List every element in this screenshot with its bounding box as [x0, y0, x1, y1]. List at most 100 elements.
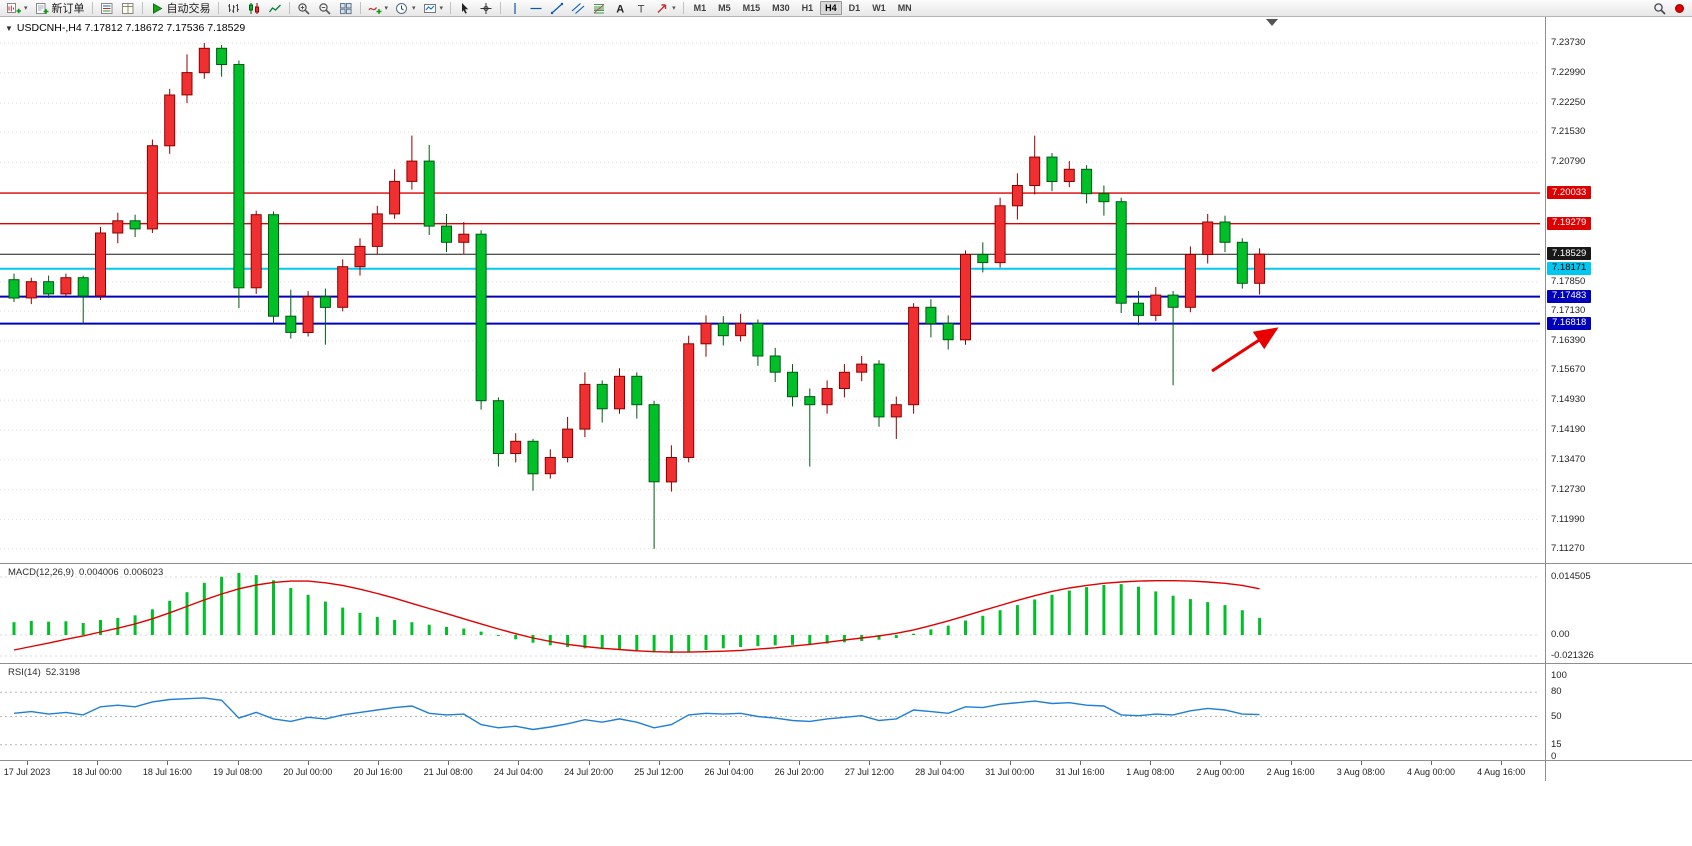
autotrading-play-icon	[152, 2, 163, 14]
one-click-trading-collapse-icon[interactable]: ▼	[5, 23, 13, 33]
rsi-label: RSI(14) 52.3198	[8, 667, 85, 678]
text-icon: A	[616, 3, 624, 15]
zoom-in-button[interactable]	[294, 1, 314, 16]
indicators-button[interactable]: ▾	[365, 1, 392, 16]
timeframe-button-m1[interactable]: M1	[693, 3, 707, 13]
panel-separator[interactable]	[0, 563, 1692, 564]
price-level-badge: 7.18171	[1547, 261, 1592, 275]
timeframe-button-h4[interactable]: H4	[820, 1, 842, 15]
time-tick	[1080, 761, 1081, 765]
new-chart-button[interactable]: ▾	[4, 1, 31, 16]
new-chart-icon	[7, 2, 21, 13]
panel-separator[interactable]	[0, 663, 1692, 664]
fibonacci-button[interactable]	[589, 1, 609, 16]
horizontal-line-button[interactable]	[526, 1, 546, 16]
trendline-button[interactable]	[547, 1, 567, 16]
search-button[interactable]	[1650, 1, 1670, 16]
main-price-chart[interactable]	[0, 17, 1545, 563]
market-watch-icon	[100, 2, 113, 14]
timeframe-button-h1[interactable]: H1	[801, 3, 814, 13]
indicators-icon	[367, 6, 382, 14]
separator	[682, 2, 684, 14]
line-chart-button[interactable]	[265, 1, 285, 16]
price-level-badge: 7.17483	[1547, 289, 1592, 303]
market-watch-button[interactable]	[97, 1, 117, 16]
svg-text:T: T	[638, 3, 645, 15]
data-window-icon	[121, 2, 134, 14]
time-tick	[658, 761, 660, 765]
timeframe-button-w1[interactable]: W1	[872, 3, 886, 13]
time-tick	[167, 761, 169, 765]
time-label: 18 Jul 16:00	[142, 767, 192, 777]
time-label: 26 Jul 04:00	[704, 767, 754, 777]
time-tick	[1501, 761, 1503, 765]
price-level-badge: 7.19279	[1547, 216, 1592, 230]
text-button[interactable]: A	[610, 1, 630, 16]
chevron-down-icon: ▾	[384, 4, 389, 12]
vertical-line-icon	[514, 2, 516, 14]
price-axis-label: 7.23730	[1551, 37, 1586, 48]
crosshair-icon	[480, 2, 492, 14]
zoom-out-button[interactable]	[315, 1, 335, 16]
new-order-icon	[35, 2, 49, 14]
vertical-line-button[interactable]	[505, 1, 525, 16]
chevron-down-icon: ▾	[412, 4, 416, 12]
separator	[500, 2, 502, 14]
macd-indicator-chart[interactable]	[0, 564, 1545, 663]
templates-button[interactable]: ▾	[420, 1, 447, 16]
time-label: 3 Aug 08:00	[1336, 767, 1385, 777]
time-axis-border	[0, 760, 1692, 761]
label-button[interactable]: T	[631, 1, 651, 16]
chart-shift-marker[interactable]	[1266, 19, 1278, 26]
timeframe-button-mn[interactable]: MN	[897, 3, 912, 13]
bar-chart-icon	[227, 3, 239, 13]
arrow-tool-icon	[657, 3, 667, 13]
macd-axis-label: 0.00	[1551, 629, 1570, 640]
time-tick	[588, 761, 590, 765]
timeframe-button-m5[interactable]: M5	[718, 3, 731, 13]
time-tick	[27, 761, 28, 765]
time-label: 2 Aug 00:00	[1196, 767, 1245, 777]
new-order-button[interactable]: 新订单	[32, 1, 88, 16]
annotation-arrow	[1211, 327, 1279, 373]
rsi-axis-label: 15	[1551, 738, 1562, 750]
time-label: 4 Aug 16:00	[1477, 767, 1526, 777]
tile-windows-button[interactable]	[336, 1, 356, 16]
rsi-axis-label: 80	[1551, 686, 1562, 698]
search-icon	[1654, 2, 1666, 15]
price-axis-label: 7.20790	[1551, 156, 1586, 168]
timeframe-button-m30[interactable]: M30	[772, 3, 790, 13]
arrows-button[interactable]: ▾	[652, 1, 679, 16]
price-level-badge: 7.18529	[1547, 247, 1592, 261]
price-axis-label: 7.21530	[1551, 126, 1586, 138]
notification-badge[interactable]	[1675, 3, 1684, 13]
time-label: 28 Jul 04:00	[915, 767, 965, 777]
rsi-indicator-chart[interactable]	[0, 664, 1545, 760]
candlestick-chart-button[interactable]	[244, 1, 264, 16]
macd-axis-label: 0.014505	[1551, 571, 1591, 582]
channel-icon	[571, 2, 585, 14]
macd-signal-value: 0.006023	[123, 567, 164, 578]
timeframe-group: M1 M5 M15 M30 H1 H4 D1 W1 MN	[688, 1, 918, 15]
autotrading-button[interactable]: 自动交易	[147, 1, 214, 16]
channel-button[interactable]	[568, 1, 588, 16]
cursor-button[interactable]	[455, 1, 475, 16]
bar-chart-button[interactable]	[223, 1, 243, 16]
time-tick	[307, 761, 309, 765]
price-axis-label: 7.22250	[1551, 97, 1586, 109]
periods-button[interactable]: ▾	[392, 1, 419, 16]
time-label: 27 Jul 12:00	[844, 767, 894, 777]
macd-label: MACD(12,26,9) 0.004006 0.006023	[8, 567, 168, 578]
chart-ohlc-title: USDCNH-,H4 7.17812 7.18672 7.17536 7.185…	[16, 22, 246, 34]
crosshair-button[interactable]	[476, 1, 496, 16]
time-axis[interactable]: 17 Jul 2023 18 Jul 00:00 18 Jul 16:00 19 Ju…	[0, 761, 1692, 783]
price-axis-label: 7.14190	[1551, 424, 1586, 436]
timeframe-button-m15[interactable]: M15	[742, 3, 761, 13]
data-window-button[interactable]	[118, 1, 138, 16]
time-label: 31 Jul 00:00	[985, 767, 1035, 777]
time-label: 2 Aug 16:00	[1266, 767, 1315, 777]
timeframe-button-d1[interactable]: D1	[848, 3, 861, 13]
macd-name: MACD(12,26,9)	[8, 567, 74, 578]
price-axis[interactable]: 7.23730 7.22990 7.22250 7.21530 7.20790 7.178…	[1546, 0, 1692, 846]
